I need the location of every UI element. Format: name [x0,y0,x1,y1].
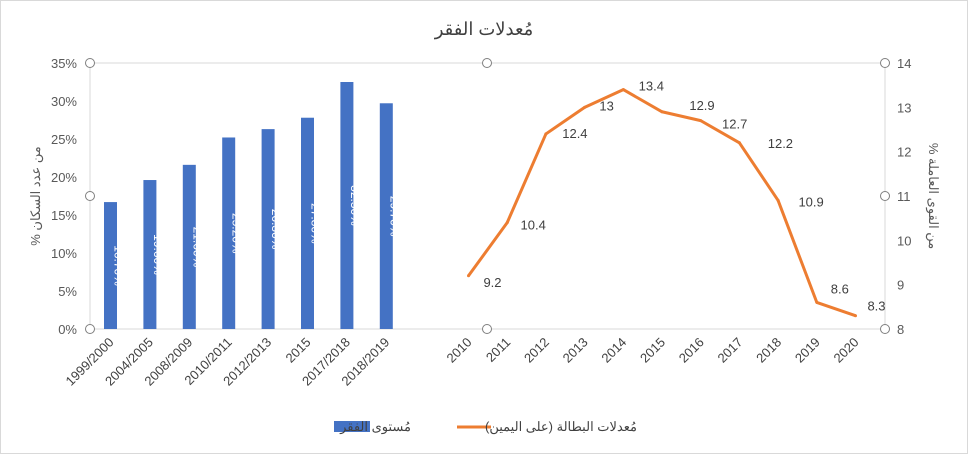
legend: مُستوى الفقر مُعدلات البطالة (على اليمين) [334,419,637,435]
bar-data-label: 32.50% [348,185,362,226]
line-point [583,105,587,109]
resize-handle [85,58,95,68]
line-point [854,314,857,318]
right-axis-tick-label: 11 [897,189,911,204]
right-axis-tick-label: 13 [897,100,911,115]
bar [104,202,117,329]
left-axis-tick-label: 25% [51,132,77,147]
line-data-label: 9.2 [483,275,501,290]
bar [301,117,314,329]
bar-data-label: 16.70% [112,245,126,286]
line-point [544,132,548,136]
legend-label-poverty: مُستوى الفقر [339,419,411,435]
left-axis-tick-label: 35% [51,56,77,71]
line-point [505,221,509,225]
bar-data-label: 25.20% [230,213,244,254]
left-axis-title: % من عدد السكان [28,146,44,245]
legend-label-unemployment: مُعدلات البطالة (على اليمين) [485,419,637,435]
line-point [660,110,664,114]
right-axis-tick-label: 9 [897,278,904,293]
left-axis-tick-label: 20% [51,170,77,185]
line-data-label: 10.9 [798,194,823,209]
line-data-label: 13 [599,98,613,113]
resize-handle [85,324,95,334]
line-point [737,141,741,145]
line-data-label: 8.3 [867,299,885,314]
resize-handle [880,191,890,201]
bar-data-label: 19.60% [151,234,165,275]
bar-data-label: 21.60% [190,227,204,268]
resize-handle [482,324,492,334]
bar [182,164,196,329]
selection-handles [85,58,890,334]
bar-data-label: 26.30% [269,209,283,250]
line-point [815,300,819,304]
left-axis-tick-label: 5% [58,284,77,299]
line-data-label: 12.7 [722,117,747,132]
line-point [699,119,703,123]
bar-data-label: 29.70% [387,196,401,237]
right-axis-tick-label: 10 [897,233,911,248]
chart-title: مُعدلات الفقر [434,19,534,40]
bars-layer: 16.70%1999/200019.60%2004/200521.60%2008… [63,82,401,389]
bar [340,82,354,329]
bar [261,129,275,329]
line-data-label: 10.4 [521,218,546,233]
line-point [467,274,470,278]
line-point [776,198,780,202]
bar [379,103,393,329]
resize-handle [880,58,890,68]
resize-handle [482,58,492,68]
line-data-label: 12.4 [562,126,587,141]
line-data-label: 8.6 [831,281,849,296]
bar-data-label: 27.80% [309,203,323,244]
left-axis-tick-label: 15% [51,208,77,223]
left-axis-tick-label: 30% [51,94,77,109]
right-axis-tick-label: 12 [897,145,911,160]
right-axis-title: % من القوى العاملة [925,143,941,249]
line-data-label: 12.2 [768,136,793,151]
resize-handle [880,324,890,334]
legend-swatch-poverty [334,421,370,432]
left-axis-tick-label: 0% [58,322,77,337]
line-point [621,88,625,92]
left-axis-tick-label: 10% [51,246,77,261]
right-axis-tick-label: 14 [897,56,911,71]
line-data-label: 13.4 [639,79,664,94]
line-data-label: 12.9 [689,98,714,113]
bar [143,180,157,329]
resize-handle [85,191,95,201]
right-axis-tick-label: 8 [897,322,904,337]
bar [222,137,236,329]
